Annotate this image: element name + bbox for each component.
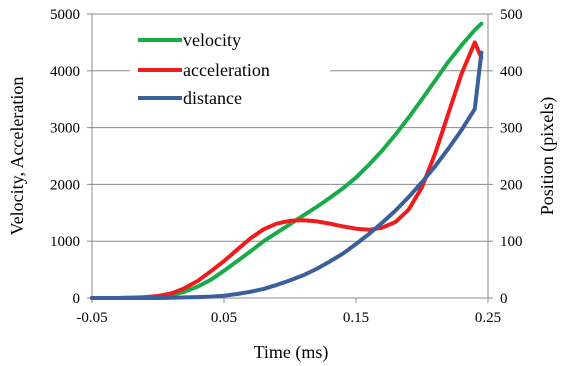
y-right-tick-label-1: 100 — [500, 234, 523, 250]
y-right-tick-label-0: 0 — [500, 291, 508, 307]
y-left-tick-label-2: 2000 — [50, 177, 80, 193]
legend-entry-velocity: velocity — [138, 30, 241, 50]
y-left-tick-label-1: 1000 — [50, 234, 80, 250]
legend-label-velocity: velocity — [183, 30, 241, 50]
y-left-tick-label-0: 0 — [73, 291, 81, 307]
y-right-tick-label-4: 400 — [500, 64, 523, 80]
x-tick-label-1: 0.05 — [211, 310, 237, 326]
y-left-tick-label-3: 3000 — [50, 121, 80, 137]
plot-border — [91, 13, 489, 299]
series-layer — [90, 21, 484, 300]
x-axis-title: Time (ms) — [254, 342, 329, 363]
y-axis-title-left: Velocity, Acceleration — [7, 77, 27, 236]
y-right-tick-label-5: 500 — [500, 7, 523, 23]
y-right-tick-label-3: 300 — [500, 121, 523, 137]
x-tick-label-3: 0.25 — [475, 310, 501, 326]
legend-entry-acceleration: acceleration — [138, 60, 270, 80]
axes — [87, 13, 493, 303]
series-line-distance — [90, 50, 484, 300]
legend-label-distance: distance — [183, 88, 242, 108]
legend: velocity acceleration distance — [130, 22, 330, 122]
y-axis-title-right: Position (pixels) — [537, 97, 558, 216]
legend-entry-distance: distance — [138, 88, 242, 108]
tick-labels: -0.05 0.05 0.15 0.25 0 1000 2000 3000 4000 5000 0 1… — [50, 7, 523, 326]
y-left-tick-label-5: 5000 — [50, 7, 80, 23]
y-left-tick-label-4: 4000 — [50, 64, 80, 80]
legend-label-acceleration: acceleration — [183, 60, 270, 80]
x-tick-label-2: 0.15 — [343, 310, 369, 326]
y-right-tick-label-2: 200 — [500, 177, 523, 193]
x-tick-label-0: -0.05 — [76, 310, 107, 326]
